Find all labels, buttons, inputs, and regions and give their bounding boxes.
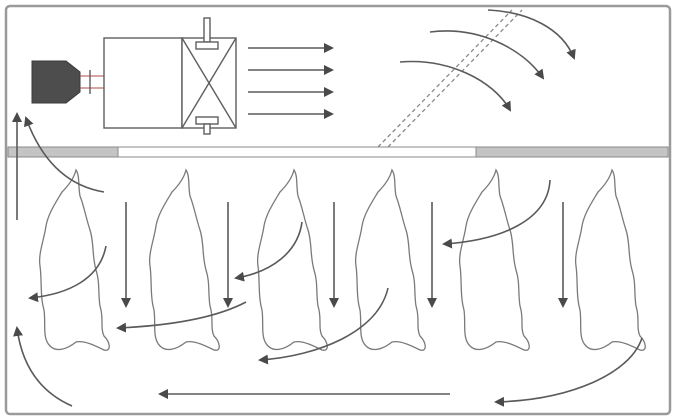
room-air-curves xyxy=(12,112,643,407)
ceiling-panel xyxy=(7,146,669,158)
air-inlet-duct xyxy=(377,9,523,148)
downflow-arrows xyxy=(121,202,568,308)
top-valve-body xyxy=(195,41,219,50)
carcass xyxy=(354,168,426,351)
curved-arrow xyxy=(116,301,247,333)
duct-edge-b xyxy=(387,9,523,148)
curved-arrow xyxy=(258,287,389,365)
discharge-arrows xyxy=(248,43,334,119)
top-valve-stem xyxy=(203,17,211,43)
bottom-valve-stem xyxy=(203,123,211,135)
ceiling-opening xyxy=(117,146,477,158)
ceiling-panel-right xyxy=(475,146,669,158)
carcass xyxy=(574,168,646,351)
ceiling-panel-left xyxy=(7,146,119,158)
curved-arrow xyxy=(494,337,643,407)
curved-arrow xyxy=(487,9,576,60)
curved-arrow xyxy=(442,179,551,249)
fan-housing xyxy=(103,37,183,129)
return-curve-arrow xyxy=(24,116,105,193)
coil-cross-b xyxy=(181,37,237,129)
upper-air-curves xyxy=(399,9,576,112)
curved-arrow xyxy=(28,245,107,303)
curved-arrow xyxy=(429,30,545,80)
carcass xyxy=(38,168,110,351)
bottom-valve-body xyxy=(195,116,219,125)
carcass xyxy=(458,168,530,351)
curved-arrow xyxy=(234,221,303,282)
carcass xyxy=(256,168,328,351)
duct-edge-a xyxy=(377,9,513,148)
corner-return-arrow xyxy=(13,326,73,407)
motor-icon xyxy=(31,60,81,104)
curved-arrow xyxy=(399,60,511,112)
carcass xyxy=(148,168,220,351)
carcass-group xyxy=(38,168,646,351)
cooling-unit xyxy=(31,17,237,135)
